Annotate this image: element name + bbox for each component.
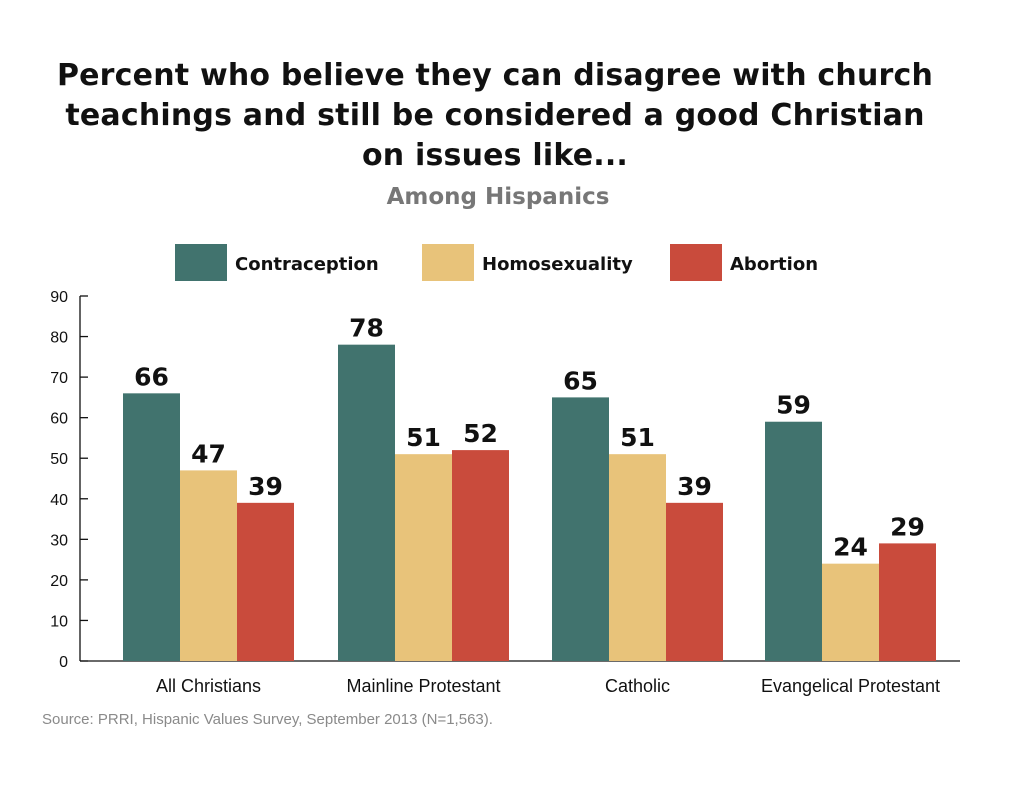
bar-abortion-0 <box>237 502 294 661</box>
bar-homosexuality-3 <box>822 563 879 661</box>
data-label: 59 <box>776 391 811 420</box>
y-tick-label: 0 <box>59 654 68 671</box>
x-category-label: All Christians <box>156 676 261 696</box>
data-label: 39 <box>677 472 712 501</box>
data-label: 51 <box>406 423 441 452</box>
bar-homosexuality-2 <box>609 454 666 661</box>
y-tick-label: 90 <box>50 289 68 306</box>
chart-title-line-1: Percent who believe they can disagree wi… <box>56 58 934 93</box>
y-tick-label: 50 <box>50 451 68 468</box>
y-tick-label: 80 <box>50 330 68 347</box>
data-label: 52 <box>463 419 498 448</box>
bar-contraception-3 <box>765 421 822 661</box>
bar-abortion-2 <box>666 502 723 661</box>
chart-subtitle: Among Hispanics <box>386 184 610 210</box>
data-label: 51 <box>620 423 655 452</box>
bar-homosexuality-1 <box>395 454 452 661</box>
y-tick-label: 20 <box>50 573 68 590</box>
data-label: 66 <box>134 362 169 391</box>
data-label: 24 <box>833 533 868 562</box>
legend-swatch-homosexuality <box>422 244 474 281</box>
data-label: 78 <box>349 314 384 343</box>
bar-abortion-1 <box>452 450 509 661</box>
legend-label-contraception: Contraception <box>235 254 379 275</box>
legend-swatch-abortion <box>670 244 722 281</box>
bar-abortion-3 <box>879 543 936 661</box>
legend-swatch-contraception <box>175 244 227 281</box>
chart-title-line-3: on issues like... <box>361 138 629 173</box>
bar-contraception-1 <box>338 344 395 661</box>
chart-title-line-2: teachings and still be considered a good… <box>65 98 925 133</box>
x-category-label: Catholic <box>605 676 670 696</box>
data-label: 65 <box>563 366 598 395</box>
x-category-label: Mainline Protestant <box>346 676 500 696</box>
bar-contraception-2 <box>552 397 609 661</box>
y-tick-label: 60 <box>50 411 68 428</box>
bar-contraception-0 <box>123 393 180 661</box>
y-tick-label: 10 <box>50 613 68 630</box>
data-label: 29 <box>890 512 925 541</box>
y-tick-label: 30 <box>50 532 68 549</box>
data-label: 47 <box>191 439 226 468</box>
legend-label-homosexuality: Homosexuality <box>482 254 633 275</box>
bar-homosexuality-0 <box>180 470 237 661</box>
legend-label-abortion: Abortion <box>730 254 818 275</box>
y-tick-label: 40 <box>50 492 68 509</box>
source-note: Source: PRRI, Hispanic Values Survey, Se… <box>42 711 493 728</box>
data-label: 39 <box>248 472 283 501</box>
x-category-label: Evangelical Protestant <box>761 676 940 696</box>
y-tick-label: 70 <box>50 370 68 387</box>
